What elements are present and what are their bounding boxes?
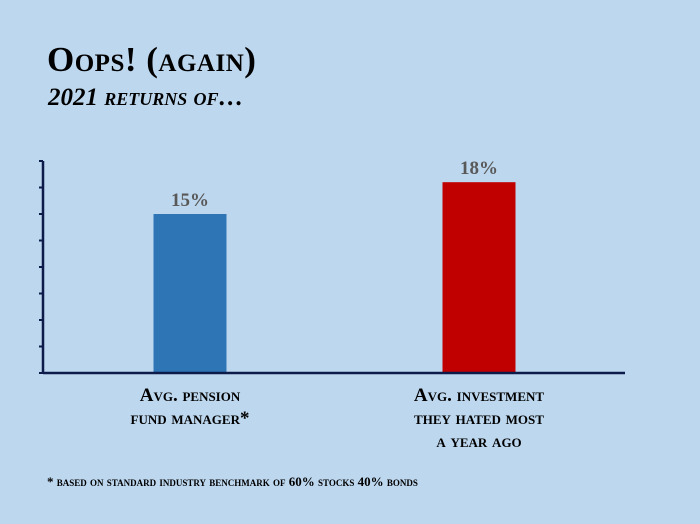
bar [442,182,516,373]
data-label: 15% [171,190,209,211]
footnote: * based on standard industry benchmark o… [47,474,418,489]
bar [153,214,227,373]
data-label: 18% [460,158,498,179]
chart-title: Oops! (again) [47,40,257,79]
x-tick-label: Avg. pension fund manager* [131,385,250,429]
x-tick-label: Avg. investment they hated most a year ago [414,385,544,452]
chart-subtitle: 2021 returns of… [48,84,244,111]
